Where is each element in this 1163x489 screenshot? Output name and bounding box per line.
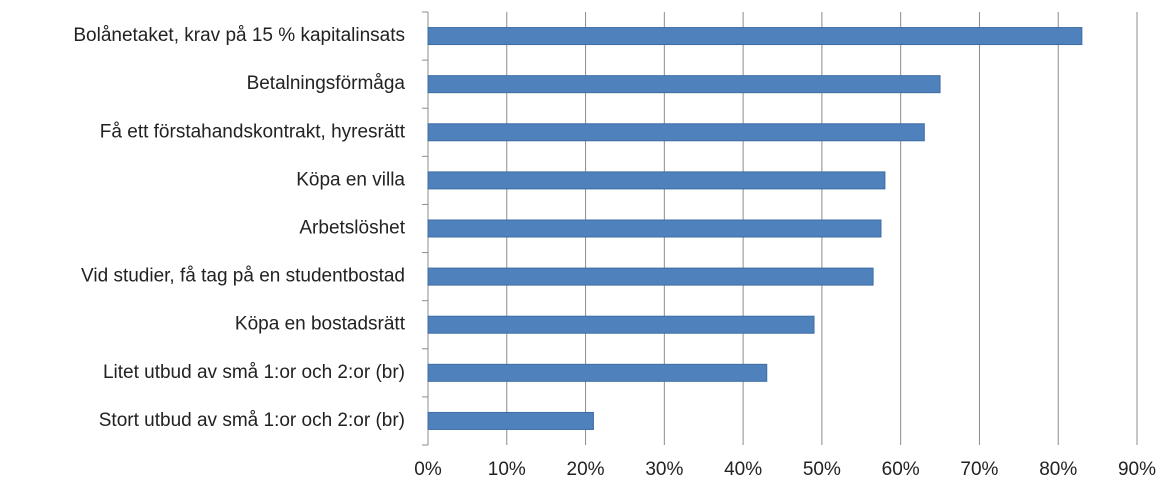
bar [427, 219, 882, 238]
bar [427, 411, 594, 430]
x-tick-label: 90% [1118, 459, 1156, 480]
x-tick-label: 30% [645, 459, 683, 480]
y-tick-label: Vid studier, få tag på en studentbostad [81, 266, 405, 287]
bar [427, 27, 1083, 46]
y-tick-label: Stort utbud av små 1:or och 2:or (br) [99, 410, 405, 431]
x-tick-label: 20% [567, 459, 605, 480]
y-tick-label: Betalningsförmåga [247, 73, 406, 94]
bar [427, 123, 925, 142]
bar [427, 267, 874, 286]
y-tick-label: Arbetslöshet [299, 218, 405, 239]
x-tick-label: 60% [882, 459, 920, 480]
bar [427, 75, 941, 94]
y-tick-label: Köpa en villa [296, 169, 405, 190]
x-tick-label: 10% [488, 459, 526, 480]
x-tick-label: 50% [803, 459, 841, 480]
bar [427, 315, 815, 334]
y-tick-label: Bolånetaket, krav på 15 % kapitalinsats [73, 25, 405, 46]
bar [427, 171, 886, 190]
y-tick-label: Litet utbud av små 1:or och 2:or (br) [103, 362, 405, 383]
x-tick-label: 0% [414, 459, 442, 480]
x-tick-label: 70% [960, 459, 998, 480]
x-tick-label: 80% [1039, 459, 1077, 480]
x-tick-label: 40% [724, 459, 762, 480]
bar [427, 363, 768, 382]
y-tick-label: Få ett förstahandskontrakt, hyresrätt [100, 121, 406, 142]
y-tick-label: Köpa en bostadsrätt [235, 314, 406, 335]
